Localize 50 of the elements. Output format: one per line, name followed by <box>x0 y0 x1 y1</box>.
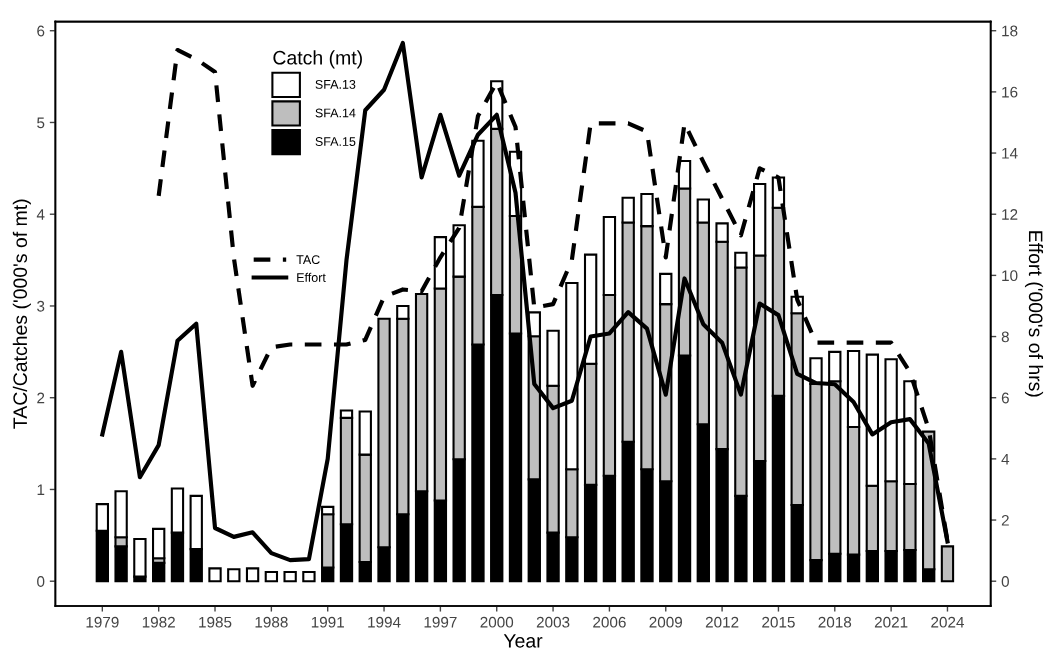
x-tick-label: 1988 <box>255 616 288 628</box>
y2-tick-label: 12 <box>1002 209 1018 220</box>
y-tick-label: 2 <box>37 392 45 404</box>
x-tick-label: 2021 <box>874 616 908 628</box>
x-tick-label: 2024 <box>931 616 965 628</box>
y2-tick-label: 10 <box>1002 270 1018 282</box>
bar <box>264 571 279 583</box>
bar <box>302 571 316 583</box>
bar <box>283 571 297 583</box>
x-tick-label: 1994 <box>368 616 401 628</box>
y2-axis-title: Effort ('000's of hrs) <box>1024 231 1044 397</box>
bar <box>227 568 241 583</box>
y-tick-label: 3 <box>37 300 45 312</box>
y2-tick-label: 0 <box>1001 576 1009 587</box>
x-tick-label: 2018 <box>818 616 852 628</box>
y2-tick-label: 2 <box>1001 514 1009 526</box>
x-tick-label: 1979 <box>86 616 119 628</box>
x-tick-label: 2000 <box>480 616 514 628</box>
legend-label: Effort <box>297 272 326 282</box>
y-tick-label: 1 <box>37 484 45 495</box>
legend-label: SFA.14 <box>315 108 356 118</box>
y2-tick-label: 4 <box>1001 453 1010 465</box>
x-tick-label: 1997 <box>424 616 457 628</box>
x-tick-label: 1982 <box>142 616 175 628</box>
bar <box>245 567 260 583</box>
y-tick-label: 0 <box>37 576 45 587</box>
x-tick-label: 2003 <box>536 616 570 628</box>
y-tick-label: 6 <box>37 25 45 37</box>
y2-tick-label: 18 <box>1002 25 1018 37</box>
legend-label: TAC <box>296 255 320 265</box>
y-axis-title: TAC/Catches ('000's of mt) <box>12 199 31 429</box>
x-axis-title: Year <box>503 634 543 648</box>
x-tick-label: 1991 <box>311 616 344 628</box>
y2-tick-label: 16 <box>1002 86 1018 98</box>
x-tick-label: 2012 <box>705 616 739 628</box>
legend-label: SFA.15 <box>315 137 356 146</box>
x-tick-label: 2009 <box>649 616 683 628</box>
y-tick-label: 4 <box>36 209 45 220</box>
y-tick-label: 5 <box>37 117 45 129</box>
bar <box>133 537 147 578</box>
x-tick-label: 2006 <box>593 616 626 628</box>
legend-label: SFA.13 <box>315 79 356 89</box>
x-tick-label: 2015 <box>762 616 795 628</box>
y2-tick-label: 8 <box>1001 331 1009 343</box>
y2-tick-label: 6 <box>1001 392 1009 404</box>
bar <box>152 527 166 560</box>
x-tick-label: 1985 <box>199 616 232 628</box>
y2-tick-label: 14 <box>1002 148 1018 159</box>
legend-title: Catch (mt) <box>273 50 362 69</box>
bar <box>208 567 222 583</box>
